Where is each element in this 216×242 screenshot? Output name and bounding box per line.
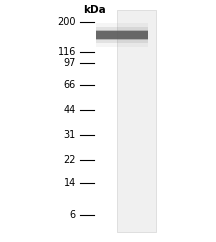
Text: 6: 6 [70,210,76,220]
Text: 31: 31 [64,130,76,140]
Text: 97: 97 [64,58,76,68]
Text: 44: 44 [64,105,76,115]
Text: 14: 14 [64,178,76,188]
Text: kDa: kDa [83,5,106,15]
Bar [117,10,156,232]
Bar [96,31,148,39]
Text: 66: 66 [64,80,76,90]
Text: 200: 200 [57,17,76,27]
Bar [96,27,148,43]
Bar [96,23,148,47]
Text: 22: 22 [64,155,76,165]
Text: 116: 116 [58,47,76,57]
Bar [96,30,148,40]
